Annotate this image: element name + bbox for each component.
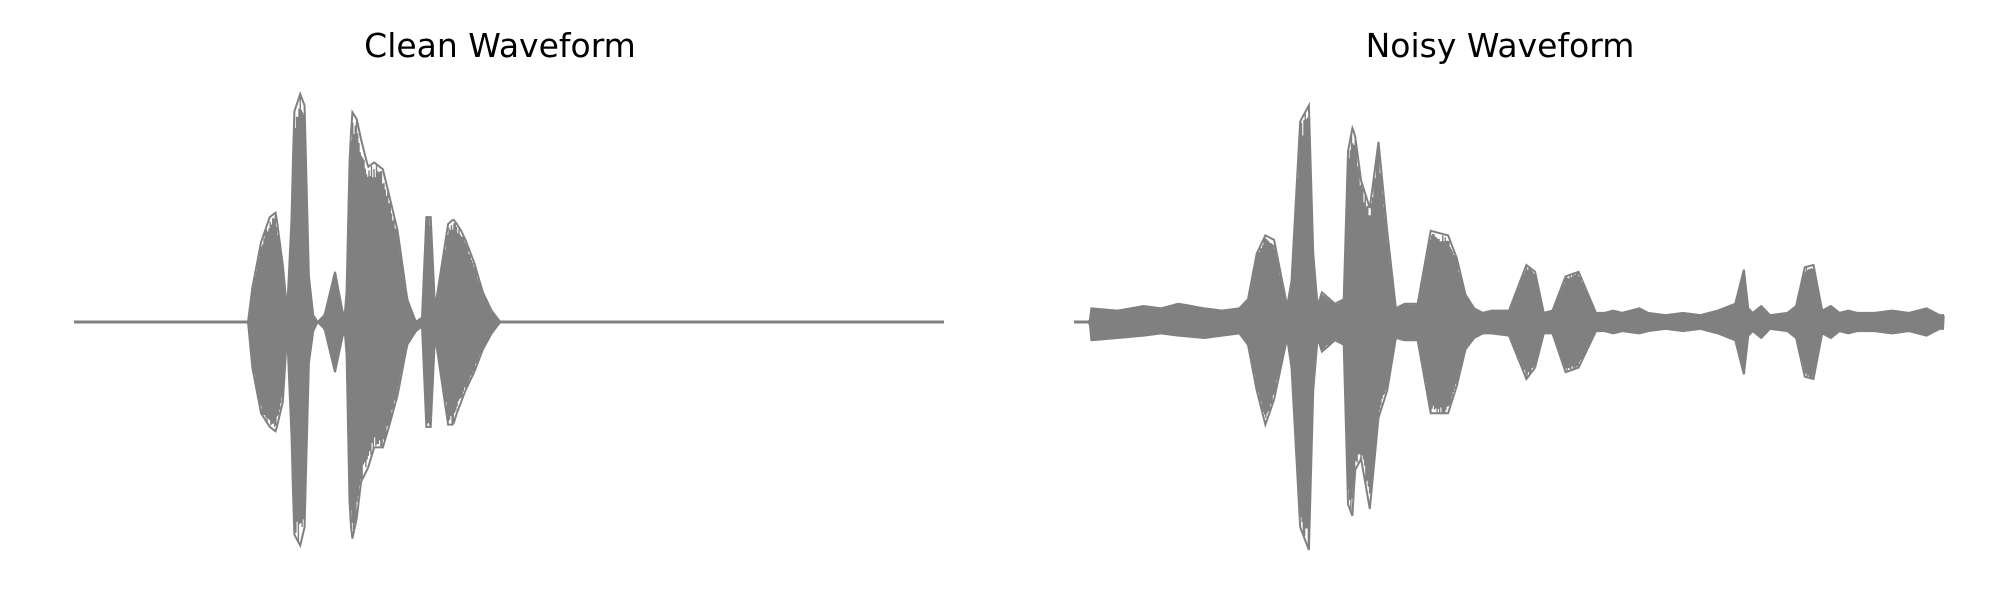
waveform-oscillation: [1073, 113, 1945, 550]
waveform-lower-envelope: [1074, 321, 1944, 551]
clean-waveform-plot: [73, 91, 945, 549]
waveform-upper-envelope: [1074, 101, 1944, 323]
waveform-upper-envelope: [74, 91, 944, 324]
noisy-waveform-panel: Noisy Waveform: [1000, 0, 2000, 600]
clean-waveform-panel: Clean Waveform: [73, 26, 945, 549]
clean-waveform-title: Clean Waveform: [364, 26, 636, 65]
noisy-waveform-plot: [1073, 101, 1945, 551]
waveform-lower-envelope: [74, 320, 944, 549]
noisy-waveform-title: Noisy Waveform: [1365, 26, 1635, 65]
waveform-oscillation: [73, 96, 945, 543]
